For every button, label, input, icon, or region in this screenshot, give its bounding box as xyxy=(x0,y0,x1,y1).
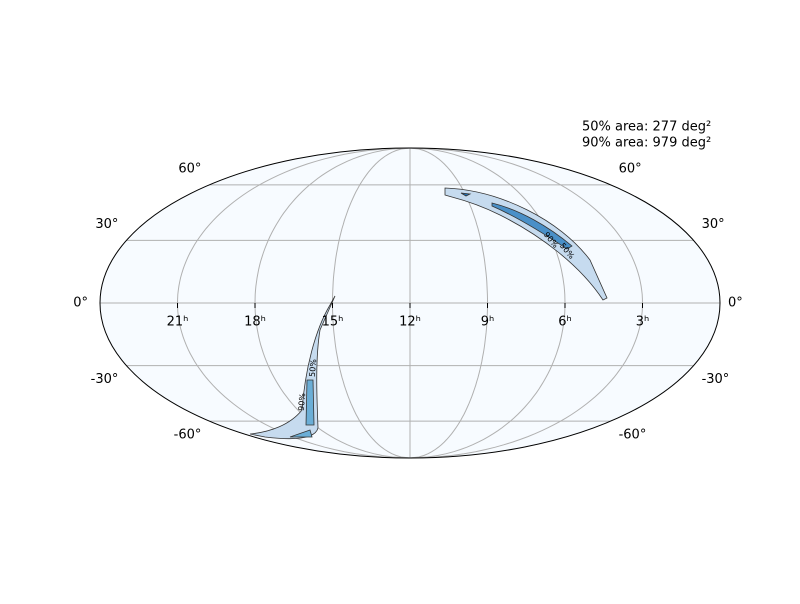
dec-label: 30° xyxy=(702,217,725,232)
contour-label: 50% xyxy=(308,358,319,377)
sky-border xyxy=(99,147,721,459)
dec-label: -30° xyxy=(702,372,730,387)
area-annotation: 50% area: 277 deg² xyxy=(582,120,711,135)
region-90 xyxy=(444,187,608,301)
region-50 xyxy=(460,192,472,197)
probability-regions xyxy=(249,187,608,440)
dec-label: 60° xyxy=(178,161,201,176)
ra-label: 15ʰ xyxy=(322,315,344,330)
dec-label: -60° xyxy=(619,428,647,443)
dec-label: -60° xyxy=(174,428,202,443)
ra-label: 21ʰ xyxy=(167,315,189,330)
region-50 xyxy=(289,429,313,438)
dec-label: 30° xyxy=(95,217,118,232)
dec-label: 0° xyxy=(73,296,88,311)
contour-label: 90% xyxy=(297,392,308,411)
ra-label: 9ʰ xyxy=(481,315,495,330)
dec-label: 60° xyxy=(619,161,642,176)
region-50 xyxy=(491,202,573,250)
ra-label: 3ʰ xyxy=(636,315,650,330)
ra-label: 6ʰ xyxy=(558,315,572,330)
ra-label: 12ʰ xyxy=(399,315,421,330)
dec-label: -30° xyxy=(91,372,119,387)
dec-label: 0° xyxy=(728,296,743,311)
region-50 xyxy=(305,379,315,426)
area-annotation: 90% area: 979 deg² xyxy=(582,136,711,151)
ra-label: 18ʰ xyxy=(244,315,266,330)
